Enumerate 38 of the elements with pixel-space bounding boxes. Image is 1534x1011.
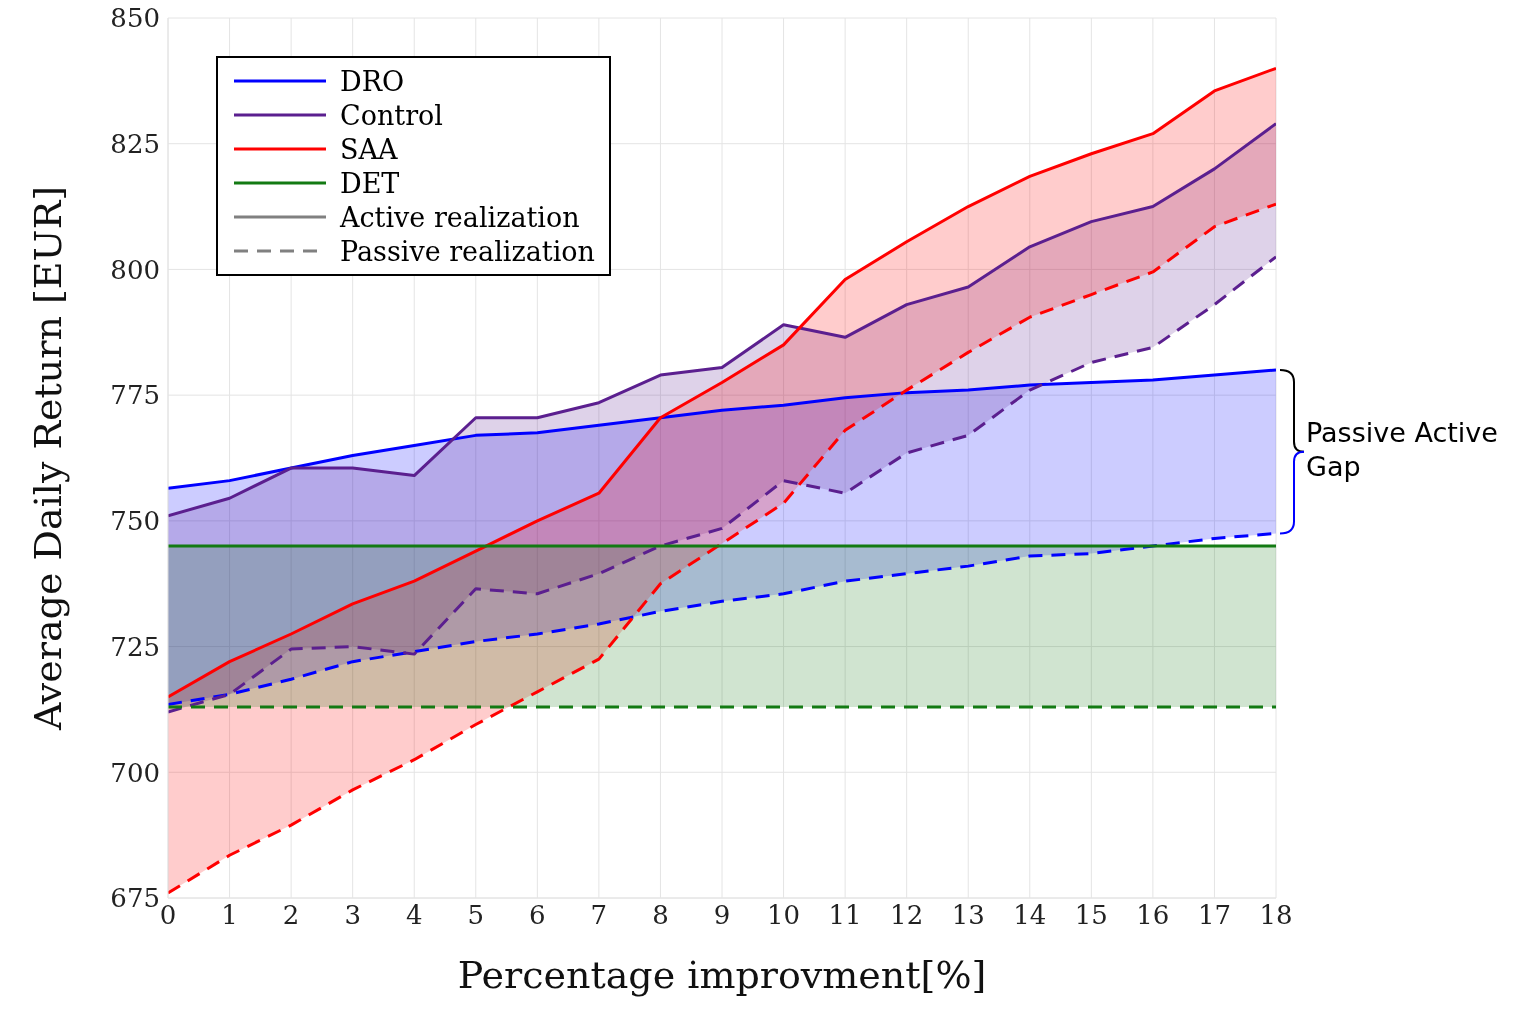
y-tick-label: 775: [110, 380, 160, 411]
x-tick-label: 18: [1259, 900, 1293, 931]
y-axis-title: Average Daily Return [EUR]: [26, 185, 71, 732]
x-tick-label: 9: [713, 900, 731, 931]
legend-label: DET: [340, 167, 400, 199]
x-axis-title: Percentage improvment[%]: [457, 953, 987, 997]
line-series: [168, 368, 1276, 490]
x-tick-label: 6: [529, 900, 546, 931]
y-tick-label: 700: [110, 757, 160, 788]
text: Passive Active Gap: [1306, 415, 1499, 484]
x-tick-label: 17: [1197, 900, 1231, 931]
y-tick-label: 825: [110, 128, 160, 159]
x-tick-label: 5: [467, 900, 485, 931]
x-tick-label: 8: [652, 900, 669, 931]
y-tick-label: 850: [110, 3, 160, 34]
x-tick-label: 14: [1013, 900, 1047, 931]
y-tick-label: 800: [110, 254, 160, 285]
legend-label: SAA: [340, 133, 398, 165]
legend-label: DRO: [340, 65, 405, 97]
x-tick-label: 1: [221, 900, 238, 931]
x-tick-label: 11: [828, 900, 862, 931]
y-tick-label: 675: [110, 883, 160, 914]
x-tick-label: 3: [344, 900, 361, 931]
x-tick-label: 4: [405, 900, 423, 931]
y-tick-label: 725: [110, 631, 160, 662]
x-tick-label: 16: [1136, 900, 1170, 931]
x-tick-label: 12: [890, 900, 924, 931]
legend-label: Control: [340, 99, 443, 131]
legend-label: Active realization: [340, 201, 580, 233]
x-tick-label: 2: [282, 900, 300, 931]
x-tick-label: 15: [1074, 900, 1108, 931]
line-series: [168, 202, 1276, 895]
x-tick-label: 13: [951, 900, 985, 931]
x-tick-label: 7: [590, 900, 608, 931]
x-tick-label: 10: [767, 900, 801, 931]
y-tick-label: 750: [110, 506, 160, 537]
x-tick-label: 0: [159, 900, 177, 931]
legend-label: Passive realization: [340, 235, 595, 267]
